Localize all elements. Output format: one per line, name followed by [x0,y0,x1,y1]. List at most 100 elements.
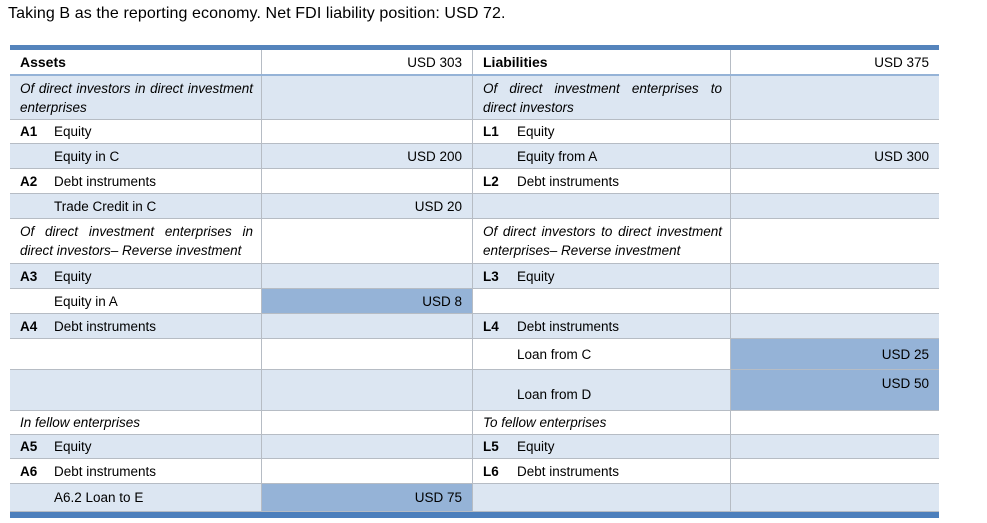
item-label: Debt instruments [54,463,157,479]
item-label: Equity in A [54,293,118,309]
item-code: L6 [483,463,499,479]
item-code: L3 [483,268,499,284]
table-top-border [10,45,939,50]
right-value-cell [731,289,939,313]
item-label: Loan from D [517,387,592,402]
right-value-cell [731,194,939,218]
table-row: A1 Equity L1 Equity [10,120,939,144]
left-value-cell [262,219,473,263]
right-label-cell [473,194,731,218]
left-value-cell [262,459,473,483]
table-row: Of direct investors in direct investment… [10,76,939,120]
right-label-cell: L5 Equity [473,435,731,458]
left-label-cell: A6.2 Loan to E [10,484,262,511]
table-row: A2 Debt instruments L2 Debt instruments [10,169,939,194]
item-code: L1 [483,124,499,139]
item-label: Equity [54,124,92,139]
table-row: A4 Debt instruments L4 Debt instruments [10,314,939,339]
table-row: Of direct investment enterprises in dire… [10,219,939,264]
item-code: L2 [483,173,499,189]
item-label: Equity [517,124,555,139]
left-value-cell: USD 75 [262,484,473,511]
item-label: Equity [54,268,92,284]
item-label: Equity [54,439,92,454]
right-label-cell: To fellow enterprises [473,411,731,434]
right-value-cell [731,169,939,193]
left-label-cell [10,370,262,410]
right-value-cell: USD 50 [731,370,939,410]
right-value-cell [731,314,939,338]
left-label-cell: Equity in A [10,289,262,313]
left-value-cell [262,76,473,119]
right-value-cell [731,459,939,483]
right-value-cell [731,76,939,119]
item-label: Debt instruments [517,318,620,334]
left-value-cell [262,435,473,458]
item-code: A4 [20,318,38,334]
table-row: Trade Credit in C USD 20 [10,194,939,219]
left-label-cell: A6 Debt instruments [10,459,262,483]
left-value-cell [262,411,473,434]
right-label-cell: Loan from C [473,339,731,369]
item-label: Debt instruments [54,318,157,334]
item-label: A6.2 Loan to E [54,490,144,505]
left-value-cell: USD 200 [262,144,473,168]
left-label-cell: A2 Debt instruments [10,169,262,193]
item-label: Equity in C [54,148,120,164]
item-label: Debt instruments [517,173,620,189]
item-label: Equity [517,268,555,284]
item-code: A1 [20,124,38,139]
item-code: A2 [20,173,38,189]
table-row: Equity in C USD 200 Equity from A USD 300 [10,144,939,169]
table-body: Of direct investors in direct investment… [10,76,939,512]
assets-total-cell: USD 303 [262,50,473,74]
right-value-cell [731,411,939,434]
table-header-row: Assets USD 303 Liabilities USD 375 [10,50,939,76]
right-label-cell: Equity from A [473,144,731,168]
right-value-cell [731,435,939,458]
item-label: Equity [517,439,555,454]
right-label-cell: Loan from D [473,370,731,410]
right-label-cell: L3 Equity [473,264,731,288]
table-row: A6 Debt instruments L6 Debt instruments [10,459,939,484]
item-label: Equity from A [517,148,598,164]
item-label: Of direct investors in direct investment… [20,80,253,115]
right-label-cell: L4 Debt instruments [473,314,731,338]
left-value-cell: USD 20 [262,194,473,218]
left-label-cell: Of direct investment enterprises in dire… [10,219,262,263]
left-label-cell: A4 Debt instruments [10,314,262,338]
table-bottom-border [10,512,939,518]
fdi-position-table: Assets USD 303 Liabilities USD 375 Of di… [10,45,939,518]
left-label-cell: Equity in C [10,144,262,168]
left-value-cell: USD 8 [262,289,473,313]
item-label: Trade Credit in C [54,198,157,214]
right-label-cell [473,289,731,313]
right-value-cell [731,120,939,143]
right-value-cell [731,484,939,511]
table-row: A6.2 Loan to E USD 75 [10,484,939,512]
item-label: Debt instruments [54,173,157,189]
left-value-cell [262,370,473,410]
assets-header-cell: Assets [10,50,262,74]
left-label-cell: A5 Equity [10,435,262,458]
right-label-cell: L2 Debt instruments [473,169,731,193]
right-label-cell: L1 Equity [473,120,731,143]
left-label-cell: A3 Equity [10,264,262,288]
right-label-cell: Of direct investment enterprises to dire… [473,76,731,119]
table-row: In fellow enterprises To fellow enterpris… [10,411,939,435]
left-value-cell [262,120,473,143]
left-label-cell: Trade Credit in C [10,194,262,218]
right-label-cell [473,484,731,511]
left-value-cell [262,169,473,193]
page-title: Taking B as the reporting economy. Net F… [8,5,506,22]
right-value-cell: USD 25 [731,339,939,369]
item-label: Of direct investors to direct investment… [483,224,722,258]
right-value-cell: USD 300 [874,148,929,164]
table-row: Equity in A USD 8 [10,289,939,314]
liabilities-total-cell: USD 375 [874,54,929,70]
right-label-cell: L6 Debt instruments [473,459,731,483]
item-label: In fellow enterprises [20,415,141,430]
item-label: Of direct investment enterprises in dire… [20,224,253,258]
left-label-cell [10,339,262,369]
item-code: A6 [20,463,38,479]
